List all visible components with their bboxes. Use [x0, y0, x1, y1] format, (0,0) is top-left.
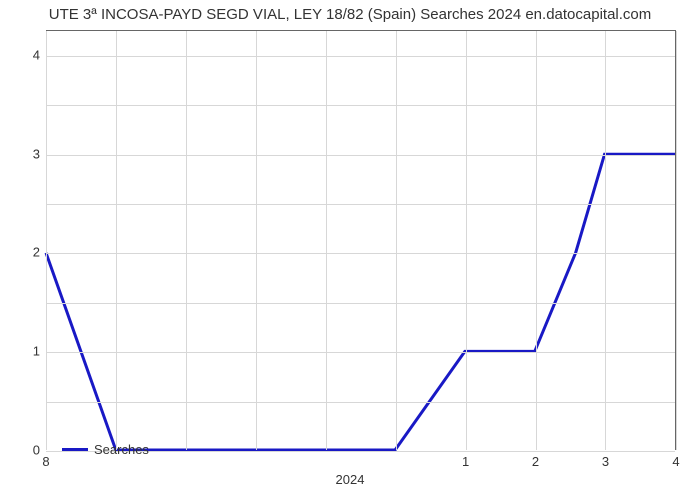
- gridline-h: [46, 155, 675, 156]
- gridline-h: [46, 204, 675, 205]
- x-tick-label: 4: [672, 454, 679, 469]
- gridline-h: [46, 56, 675, 57]
- line-series: [46, 31, 675, 450]
- chart-title: UTE 3ª INCOSA-PAYD SEGD VIAL, LEY 18/82 …: [0, 6, 700, 23]
- gridline-v: [605, 31, 606, 450]
- x-tick-label: 3: [602, 454, 609, 469]
- y-tick-label: 2: [26, 245, 40, 260]
- gridline-h: [46, 352, 675, 353]
- gridline-v: [116, 31, 117, 450]
- legend-swatch: [62, 448, 88, 451]
- gridline-h: [46, 303, 675, 304]
- y-tick-label: 0: [26, 443, 40, 458]
- y-tick-label: 1: [26, 344, 40, 359]
- legend-label: Searches: [94, 442, 149, 457]
- x-tick-label: 1: [462, 454, 469, 469]
- x-tick-label: 8: [42, 454, 49, 469]
- gridline-v: [46, 31, 47, 450]
- gridline-v: [326, 31, 327, 450]
- gridline-v: [676, 31, 677, 450]
- chart-container: UTE 3ª INCOSA-PAYD SEGD VIAL, LEY 18/82 …: [0, 0, 700, 500]
- legend: Searches: [62, 442, 149, 457]
- x-tick-label: 2: [532, 454, 539, 469]
- gridline-v: [466, 31, 467, 450]
- gridline-v: [536, 31, 537, 450]
- gridline-h: [46, 402, 675, 403]
- gridline-v: [256, 31, 257, 450]
- y-tick-label: 3: [26, 146, 40, 161]
- gridline-h: [46, 253, 675, 254]
- y-tick-label: 4: [26, 47, 40, 62]
- gridline-v: [396, 31, 397, 450]
- x-axis-label: 2024: [0, 472, 700, 487]
- plot-area: [46, 30, 676, 450]
- gridline-h: [46, 105, 675, 106]
- gridline-v: [186, 31, 187, 450]
